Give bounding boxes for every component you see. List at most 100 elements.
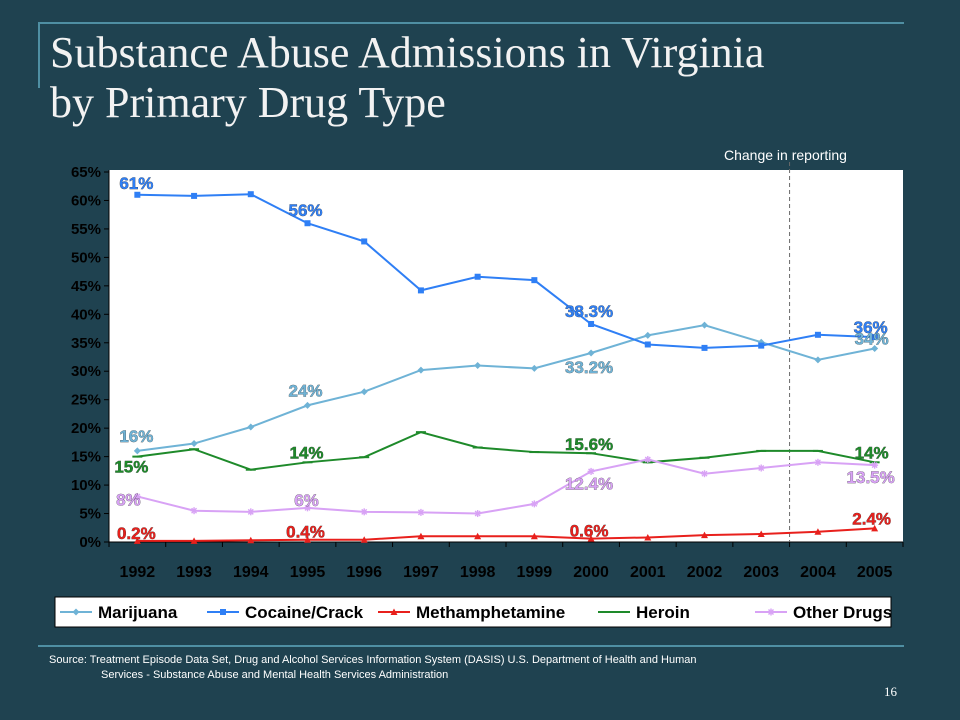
series-heroin <box>132 431 880 471</box>
legend-item: Heroin <box>598 603 690 622</box>
y-tick-label: 15% <box>71 449 101 466</box>
x-tick-label: 1999 <box>517 564 553 581</box>
y-tick-label: 10% <box>71 477 101 494</box>
y-tick-label: 60% <box>71 192 101 209</box>
data-point-marker <box>814 528 822 535</box>
data-point-marker <box>134 191 141 198</box>
x-tick-label: 1998 <box>460 564 496 581</box>
data-point-marker <box>191 192 198 199</box>
data-point-marker <box>474 273 481 280</box>
data-label: 12.4% <box>565 474 613 493</box>
data-point-marker <box>417 532 425 540</box>
marker-stroke <box>701 470 708 477</box>
y-tick-label: 65% <box>71 164 101 181</box>
title-frame-top-line <box>38 22 904 24</box>
data-label: 14% <box>289 443 323 462</box>
marker-stroke <box>758 465 765 471</box>
data-point-marker <box>190 507 198 515</box>
marker-stroke <box>134 493 141 500</box>
source-line-2: Services - Substance Abuse and Mental He… <box>101 669 449 681</box>
data-point-marker <box>474 532 482 540</box>
data-point-marker <box>390 608 398 615</box>
series-line <box>137 527 875 542</box>
plot-area <box>109 170 903 542</box>
data-point-marker <box>247 423 255 431</box>
data-label: 16% <box>119 427 153 446</box>
data-label: 33.2% <box>565 358 613 377</box>
marker-stroke <box>644 456 651 463</box>
x-tick-label: 2000 <box>573 564 609 581</box>
data-point-marker <box>814 331 821 338</box>
data-point-marker <box>247 536 255 544</box>
marker-stroke <box>361 508 368 515</box>
marker-stroke <box>814 459 821 466</box>
data-point-marker <box>247 508 255 516</box>
data-point-marker <box>133 492 141 500</box>
marker-stroke <box>247 508 254 515</box>
data-point-marker <box>814 356 822 364</box>
data-point-marker <box>701 531 708 539</box>
legend-item: Marijuana <box>60 603 178 622</box>
data-label: 38.3% <box>565 302 613 321</box>
y-tick-label: 40% <box>71 306 101 323</box>
data-label: 0.4% <box>286 523 325 542</box>
marker-stroke <box>768 609 774 615</box>
data-label: 34% <box>855 329 889 348</box>
legend-label: Marijuana <box>98 603 178 622</box>
x-tick-label: 1994 <box>233 564 269 581</box>
data-point-marker <box>530 500 538 508</box>
data-point-marker <box>304 504 311 512</box>
footer-separator-line <box>38 645 904 647</box>
data-point-marker <box>417 508 425 516</box>
marker-stroke <box>474 510 481 517</box>
data-label: 24% <box>288 381 322 400</box>
legend-item: Methamphetamine <box>378 603 565 622</box>
data-label: 0.2% <box>117 524 156 543</box>
data-point-marker <box>360 388 368 396</box>
data-label: 0.6% <box>570 522 609 541</box>
x-tick-label: 1995 <box>290 564 326 581</box>
title-frame-left-line <box>38 22 40 88</box>
chart-legend <box>54 596 892 628</box>
data-point-marker <box>757 464 765 472</box>
data-point-marker <box>587 349 595 357</box>
data-point-marker <box>220 609 226 615</box>
series-other-drugs <box>133 455 879 518</box>
data-point-marker <box>360 508 368 516</box>
marker-stroke <box>417 509 424 516</box>
data-point-marker <box>247 191 254 198</box>
data-point-marker <box>304 401 311 409</box>
title-line-1: Substance Abuse Admissions in Virginia <box>50 28 765 77</box>
data-label: 15.6% <box>565 435 613 454</box>
data-label: 56% <box>288 201 322 220</box>
y-tick-label: 55% <box>71 221 101 238</box>
legend-label: Cocaine/Crack <box>245 603 364 622</box>
data-point-marker <box>644 341 651 348</box>
data-point-marker <box>530 364 538 372</box>
data-point-marker <box>474 362 482 370</box>
data-point-marker <box>701 470 708 478</box>
data-label: 2.4% <box>852 509 891 528</box>
data-point-marker <box>871 334 878 341</box>
marker-stroke <box>588 468 595 475</box>
x-tick-label: 1993 <box>176 564 212 581</box>
series-cocaine-crack <box>134 191 878 351</box>
y-tick-label: 5% <box>79 506 101 523</box>
data-label: 61% <box>119 174 153 193</box>
y-tick-label: 0% <box>79 534 101 551</box>
data-point-marker <box>133 447 141 455</box>
legend-label: Heroin <box>636 603 690 622</box>
data-point-marker <box>644 331 652 339</box>
data-point-marker <box>644 533 652 541</box>
legend-item: Other Drugs <box>755 603 892 622</box>
page-title: Substance Abuse Admissions in Virginia b… <box>50 28 930 128</box>
series-methamphetamine <box>133 524 879 544</box>
x-tick-label: 1997 <box>403 564 439 581</box>
reporting-change-note: Change in reporting <box>724 147 847 163</box>
data-point-marker <box>587 467 595 475</box>
data-point-marker <box>531 277 538 284</box>
y-tick-label: 45% <box>71 278 101 295</box>
y-tick-label: 35% <box>71 335 101 352</box>
data-point-marker <box>417 366 425 374</box>
x-tick-label: 1996 <box>346 564 382 581</box>
